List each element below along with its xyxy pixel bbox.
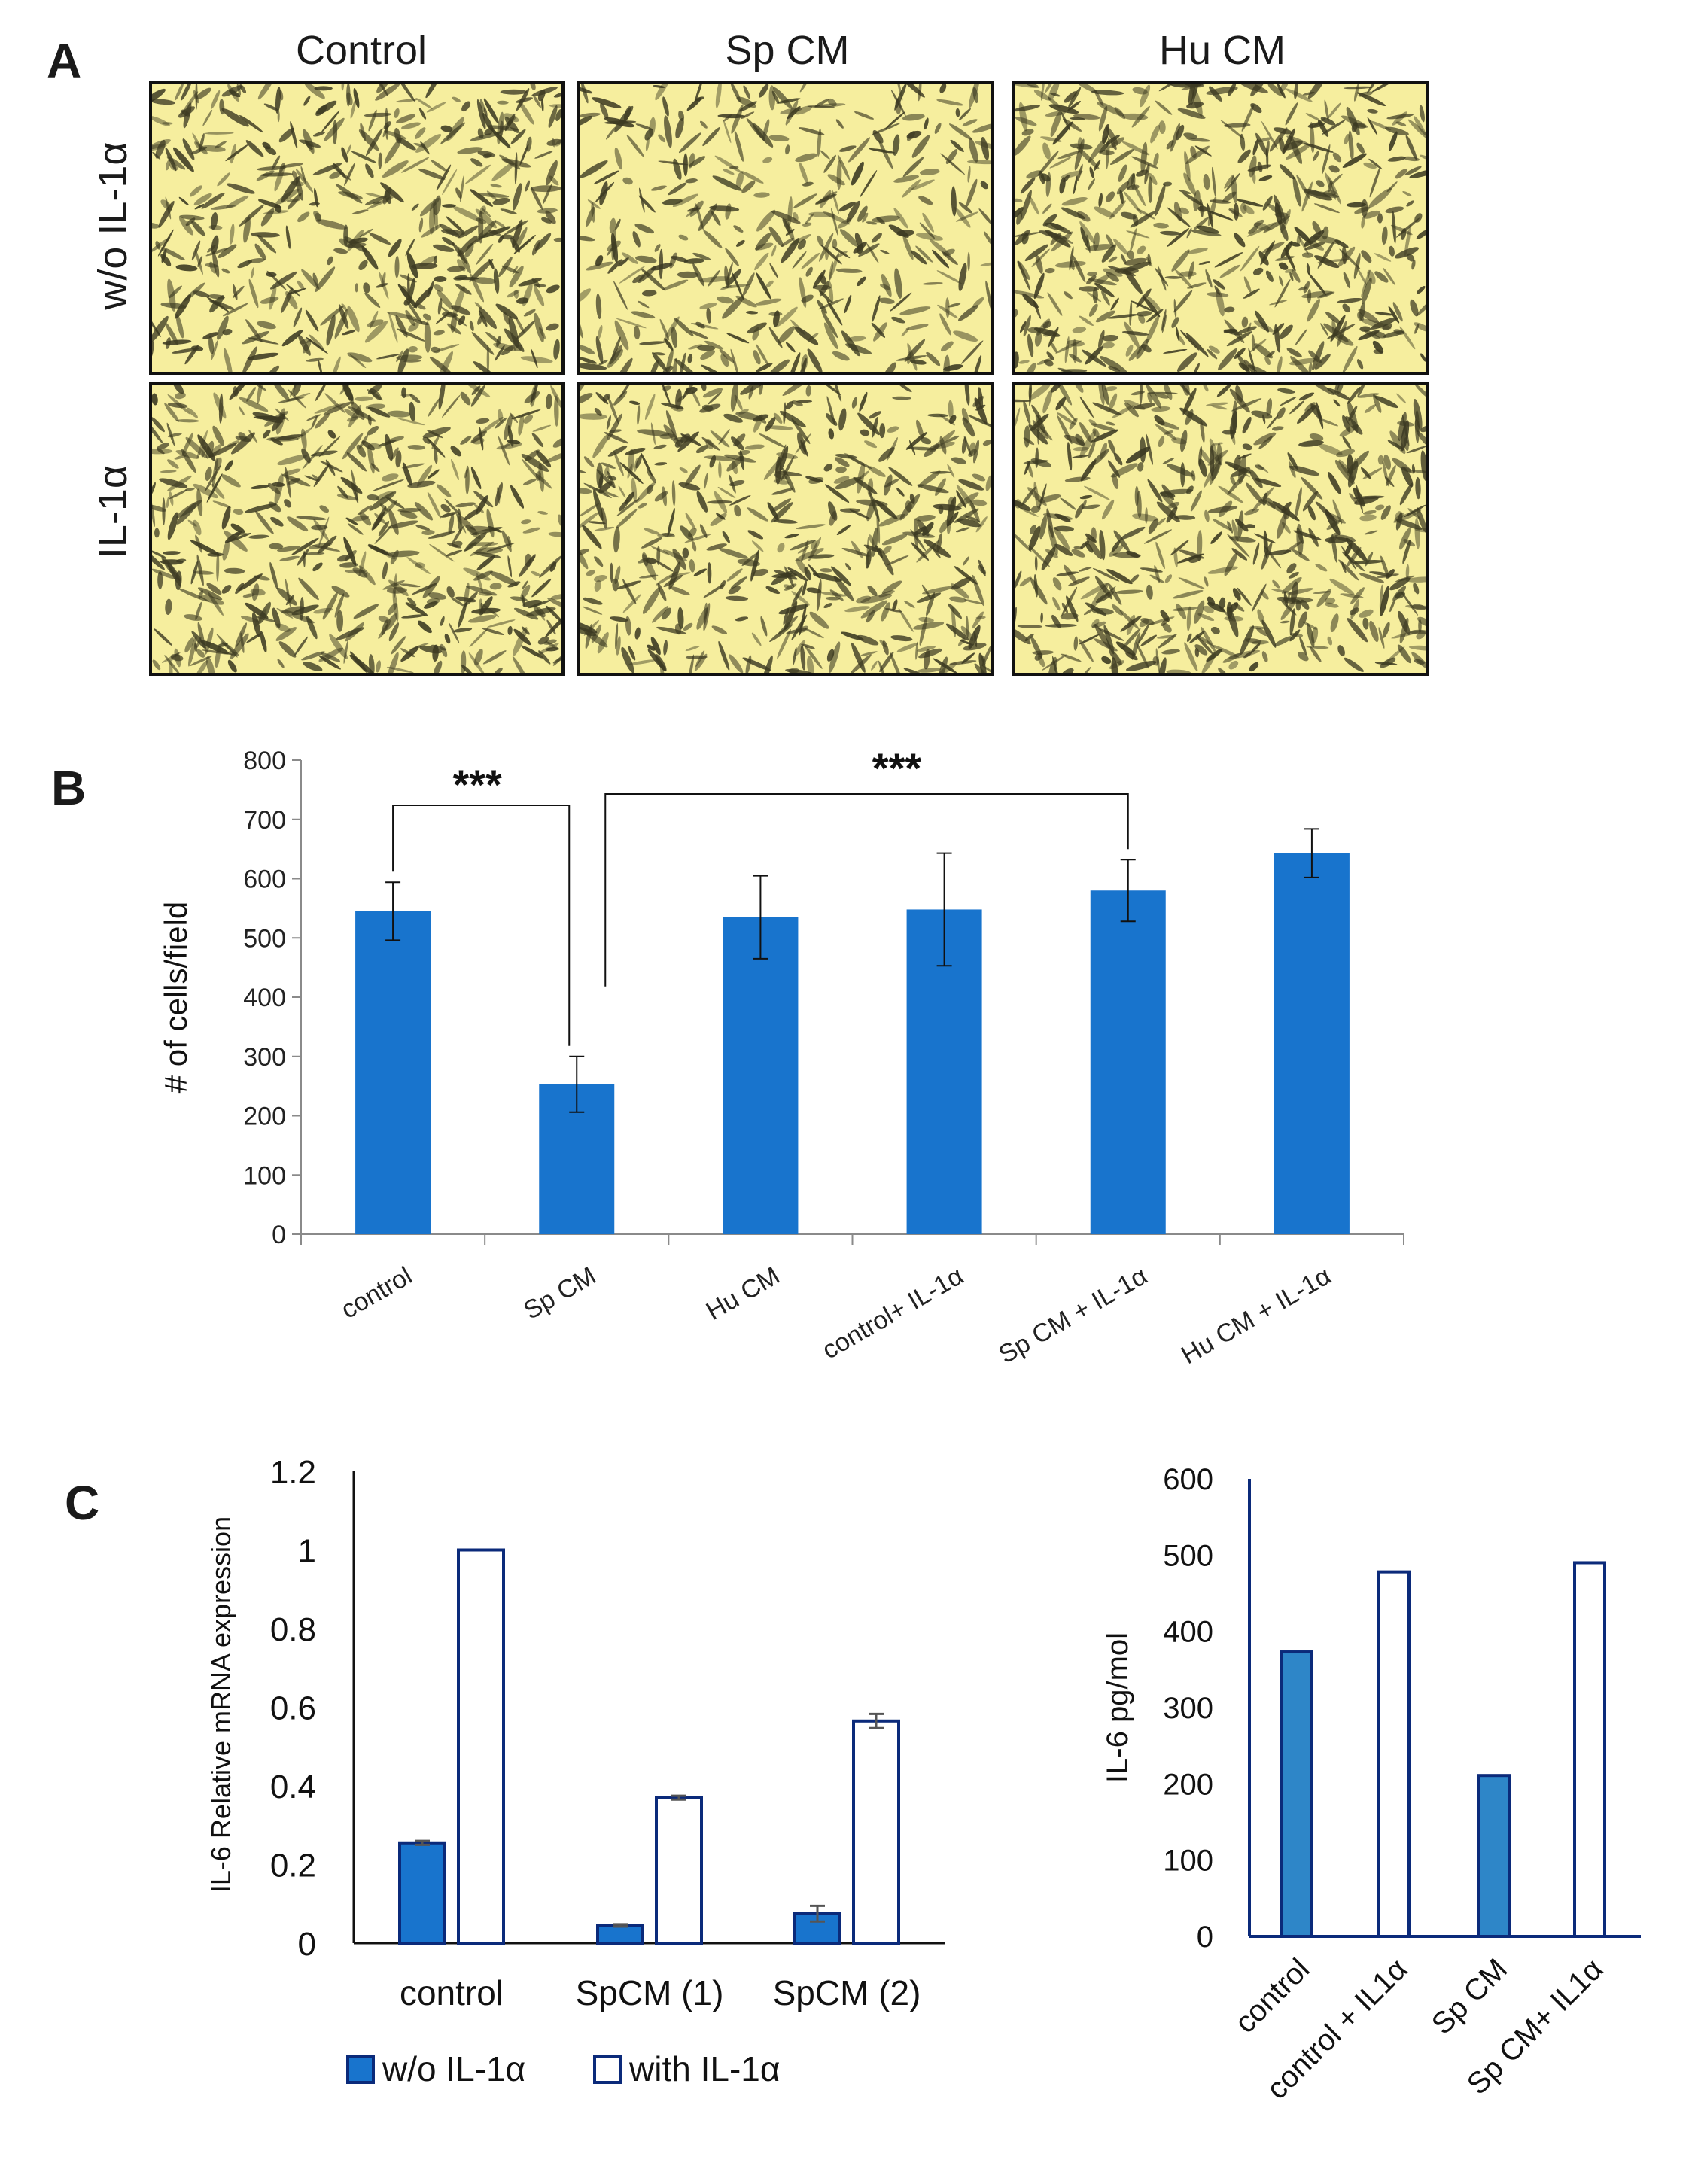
panel-b-label: B	[51, 761, 87, 815]
y-tick-label: 200	[243, 1103, 286, 1131]
y-tick-label: 0.2	[270, 1848, 316, 1884]
bar	[1274, 853, 1350, 1234]
legend-swatch	[346, 2055, 375, 2084]
micrograph-texture	[580, 84, 991, 372]
y-tick-label: 300	[243, 1043, 286, 1072]
y-axis-title: # of cells/field	[158, 902, 193, 1093]
y-tick-label: 200	[1163, 1768, 1213, 1801]
bar	[1280, 1650, 1313, 1938]
micrograph-image	[149, 382, 565, 676]
y-tick-label: 500	[1163, 1539, 1213, 1572]
bar	[355, 911, 431, 1234]
bar	[1090, 890, 1166, 1234]
panel-a-column-title: Hu CM	[1158, 28, 1286, 73]
bar	[596, 1924, 644, 1945]
bar	[723, 917, 799, 1234]
y-tick-label: 400	[1163, 1616, 1213, 1649]
significance-bracket	[604, 793, 1129, 987]
micrograph-texture	[1015, 84, 1426, 372]
micrograph-image	[149, 81, 565, 375]
y-tick-label: 100	[1163, 1845, 1213, 1878]
y-tick-label: 1	[298, 1533, 316, 1570]
panel-a-label: A	[47, 34, 82, 88]
y-tick-label: 100	[243, 1161, 286, 1190]
x-tick-label: Sp CM	[1426, 1952, 1514, 2041]
micrograph-texture	[152, 84, 561, 372]
panel-a-column-title: Sp CM	[725, 28, 850, 73]
y-tick-label: 300	[1163, 1692, 1213, 1725]
legend-label: w/o IL-1α	[382, 2049, 525, 2088]
bar	[1477, 1774, 1511, 1939]
x-tick-label: SpCM (2)	[773, 1973, 921, 2012]
y-tick-label: 0	[298, 1926, 316, 1963]
y-tick-label: 700	[243, 806, 286, 835]
x-tick-label: control	[336, 1261, 417, 1325]
y-tick-label: 600	[1163, 1463, 1213, 1496]
micrograph-texture	[580, 385, 991, 673]
micrograph-texture	[152, 385, 561, 673]
panel-c-label: C	[65, 1476, 100, 1530]
micrograph-texture	[1015, 385, 1426, 673]
y-tick-label: 0.4	[270, 1769, 316, 1805]
y-tick-label: 0.6	[270, 1690, 316, 1727]
legend-label: with IL-1α	[628, 2049, 780, 2088]
significance-label: ***	[452, 761, 502, 808]
micrograph-image	[577, 81, 994, 375]
y-tick-label: 0.8	[270, 1611, 316, 1648]
y-tick-label: 0	[272, 1221, 286, 1249]
x-tick-label: control+ IL-1α	[817, 1261, 969, 1365]
bar	[1377, 1570, 1411, 1939]
x-tick-label: Sp CM	[519, 1261, 601, 1325]
significance-bracket	[392, 805, 571, 1046]
bar	[852, 1719, 900, 1945]
y-tick-label: 1.2	[270, 1454, 316, 1491]
y-tick-label: 800	[243, 747, 286, 775]
bar	[457, 1548, 505, 1945]
micrograph-image	[1012, 81, 1429, 375]
y-tick-label: 400	[243, 984, 286, 1012]
x-tick-label: Hu CM	[701, 1261, 785, 1326]
y-tick-label: 500	[243, 924, 286, 953]
bar	[1573, 1561, 1606, 1938]
y-axis-title: IL-6 Relative mRNA expression	[205, 1516, 236, 1893]
x-tick-label: SpCM (1)	[576, 1973, 724, 2012]
y-tick-label: 600	[243, 865, 286, 894]
x-tick-label: control	[1228, 1952, 1316, 2040]
x-tick-label: control	[400, 1973, 504, 2012]
y-axis-title: IL-6 pg/mol	[1101, 1632, 1134, 1783]
significance-label: ***	[872, 744, 922, 792]
bar	[655, 1796, 703, 1945]
panel-a-column-title: Control	[295, 28, 428, 73]
bar	[398, 1841, 446, 1945]
x-tick-label: Hu CM + IL-1α	[1176, 1261, 1336, 1370]
legend-swatch	[593, 2055, 622, 2084]
micrograph-image	[1012, 382, 1429, 676]
x-tick-label: Sp CM + IL-1α	[994, 1261, 1152, 1369]
micrograph-image	[577, 382, 994, 676]
y-tick-label: 0	[1197, 1921, 1213, 1954]
